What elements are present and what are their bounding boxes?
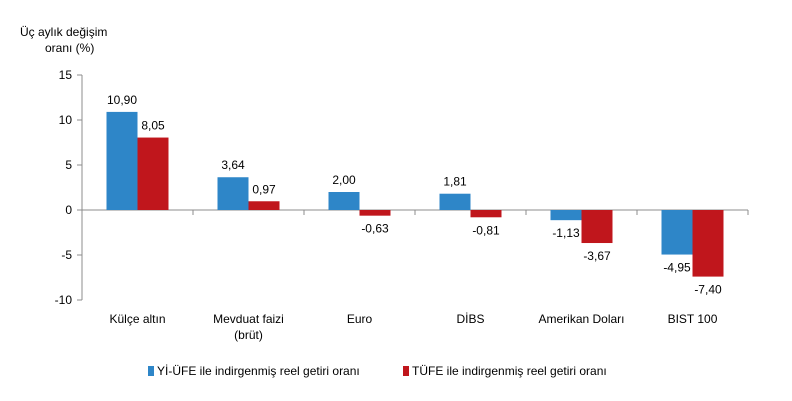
x-tick-label: Mevduat faizi (brüt) xyxy=(213,312,284,342)
x-tick-label-line: Mevduat faizi xyxy=(213,312,284,326)
data-label: -1,13 xyxy=(552,226,580,240)
y-tick-label: 10 xyxy=(59,113,73,127)
y-tick-label: 5 xyxy=(65,158,72,172)
data-label: 10,90 xyxy=(107,93,137,107)
x-tick-label: DİBS xyxy=(456,312,484,326)
legend-swatch xyxy=(403,366,409,376)
bar-tufe xyxy=(470,210,502,218)
x-tick-label-line: Euro xyxy=(347,312,373,326)
data-label: 3,64 xyxy=(221,158,245,172)
legend-label: Yİ-ÜFE ile indirgenmiş reel getiri oranı xyxy=(157,364,360,378)
y-tick-label: 0 xyxy=(65,203,72,217)
bar-tufe xyxy=(359,210,391,216)
data-label: -7,40 xyxy=(694,283,722,297)
bar-yi-ufe xyxy=(217,177,249,210)
x-tick-label-line: (brüt) xyxy=(234,328,263,342)
y-axis-title-line: Üç aylık değişim xyxy=(20,25,107,39)
data-label: 8,05 xyxy=(141,119,165,133)
data-label: 1,81 xyxy=(443,175,467,189)
x-tick-label-line: BIST 100 xyxy=(668,312,718,326)
data-label: -0,63 xyxy=(361,222,389,236)
y-tick-label: -5 xyxy=(61,248,72,262)
x-tick-label-line: Amerikan Doları xyxy=(538,312,624,326)
x-tick-label-line: Külçe altın xyxy=(109,312,165,326)
x-tick-label: BIST 100 xyxy=(668,312,718,326)
x-tick-label: Külçe altın xyxy=(109,312,165,326)
legend-item: Yİ-ÜFE ile indirgenmiş reel getiri oranı xyxy=(148,364,360,378)
data-label: -4,95 xyxy=(663,261,691,275)
y-tick-label: 15 xyxy=(59,68,73,82)
bar-yi-ufe xyxy=(106,111,138,210)
bar-yi-ufe xyxy=(439,193,471,210)
y-tick-label: -10 xyxy=(55,293,73,307)
x-tick-label: Euro xyxy=(347,312,373,326)
data-label: 0,97 xyxy=(252,182,276,196)
legend-swatch xyxy=(148,366,154,376)
x-tick-label-line: DİBS xyxy=(456,312,484,326)
bar-tufe xyxy=(692,210,724,277)
legend-label: TÜFE ile indirgenmiş reel getiri oranı xyxy=(412,364,607,378)
data-label: -3,67 xyxy=(583,249,611,263)
bar-yi-ufe xyxy=(550,210,582,221)
y-axis-title: Üç aylık değişim oranı (%) xyxy=(20,25,107,55)
bar-tufe xyxy=(581,210,613,244)
bar-tufe xyxy=(248,201,280,210)
bar-yi-ufe xyxy=(328,192,360,210)
bar-tufe xyxy=(137,137,169,210)
legend-item: TÜFE ile indirgenmiş reel getiri oranı xyxy=(403,364,607,378)
data-label: -0,81 xyxy=(472,223,500,237)
x-tick-label: Amerikan Doları xyxy=(538,312,624,326)
y-axis-title-line: oranı (%) xyxy=(45,41,94,55)
data-label: 2,00 xyxy=(332,173,356,187)
bar-yi-ufe xyxy=(661,210,693,255)
